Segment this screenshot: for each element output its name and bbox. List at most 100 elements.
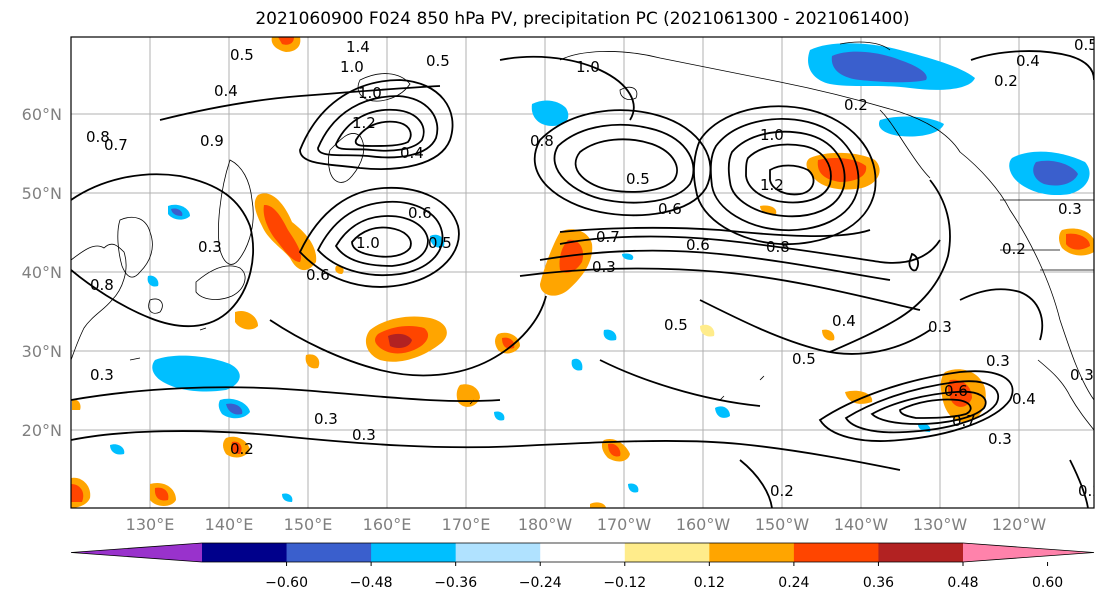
contour-label: 0.3 (1070, 366, 1094, 384)
contour-label: 0.4 (1016, 52, 1040, 70)
lat-label: 20°N (22, 421, 62, 440)
map-title: 2021060900 F024 850 hPa PV, precipitatio… (255, 9, 910, 29)
contour-label: 0.2 (230, 440, 254, 458)
longitude-labels: 130°E 140°E 150°E 160°E 170°E 180°W 170°… (126, 515, 1047, 534)
contour-label: 0.2 (1078, 482, 1102, 500)
lon-label: 130°W (913, 515, 968, 534)
colorbar-tick-label: −0.36 (434, 575, 477, 591)
contour-label: 0.7 (952, 412, 976, 430)
colorbar-swatch (286, 543, 372, 562)
contour-label: 0.3 (198, 238, 222, 256)
contour-label: 0.3 (988, 430, 1012, 448)
contour-label: 0.3 (592, 258, 616, 276)
contour-label: 0.5 (428, 234, 452, 252)
contour-label: 0.2 (1002, 240, 1026, 258)
lon-label: 170°W (597, 515, 652, 534)
colorbar-tick-label: −0.48 (350, 575, 393, 591)
contour-label: 0.3 (928, 318, 952, 336)
lon-label: 150°W (755, 515, 810, 534)
contour-label: 0.5 (230, 46, 254, 64)
colorbar-swatch (202, 543, 288, 562)
colorbar-swatch (371, 543, 457, 562)
contour-label: 0.6 (306, 266, 330, 284)
contour-label: 0.4 (832, 312, 856, 330)
contour-label: 0.8 (766, 238, 790, 256)
colorbar-swatch (793, 543, 879, 562)
pv-contours (71, 50, 1094, 508)
contour-label: 1.2 (760, 176, 784, 194)
colorbar-swatch (71, 543, 202, 562)
map-frame (70, 36, 1095, 509)
contour-label: 1.0 (576, 58, 600, 76)
precip-negative-patches (110, 43, 1090, 502)
contour-label: 1.0 (358, 84, 382, 102)
contour-label: 0.8 (530, 132, 554, 150)
contour-label: 0.3 (314, 410, 338, 428)
colorbar-swatch (455, 543, 541, 562)
contour-label: 0.5 (426, 52, 450, 70)
precip-positive-patches (71, 37, 1094, 508)
contour-label: 0.4 (1012, 390, 1036, 408)
contour-label: 0.3 (986, 352, 1010, 370)
lon-label: 140°E (205, 515, 254, 534)
coastlines (71, 41, 1094, 431)
colorbar-tick-label: 0.60 (1032, 575, 1063, 591)
contour-label: 0.8 (90, 276, 114, 294)
contour-label: 0.8 (86, 128, 110, 146)
colorbar-tick-label: 0.24 (778, 575, 809, 591)
contour-label: 0.4 (214, 82, 238, 100)
contour-label: 1.0 (760, 126, 784, 144)
contour-label: 1.4 (346, 38, 370, 56)
contour-label: 0.4 (400, 144, 424, 162)
colorbar-tick-label: 0.36 (863, 575, 894, 591)
contour-label: 0.3 (90, 366, 114, 384)
colorbar-outline (70, 542, 1095, 563)
lat-label: 50°N (22, 184, 62, 203)
lat-label: 30°N (22, 342, 62, 361)
lat-label: 40°N (22, 263, 62, 282)
contour-label: 0.9 (200, 132, 224, 150)
contour-label: 0.2 (770, 482, 794, 500)
contour-label: 0.6 (686, 236, 710, 254)
lon-label: 180°W (518, 515, 573, 534)
contour-label: 0.5 (792, 350, 816, 368)
colorbar-tick-label: −0.24 (519, 575, 562, 591)
latitude-labels: 60°N 50°N 40°N 30°N 20°N (22, 105, 62, 440)
contour-label: 0.5 (1074, 36, 1098, 54)
contour-label: 0.6 (408, 204, 432, 222)
colorbar-tick-label: −0.12 (603, 575, 646, 591)
contour-label: 0.6 (944, 382, 968, 400)
lon-label: 150°E (284, 515, 333, 534)
contour-label: 0.5 (626, 170, 650, 188)
lon-label: 120°W (992, 515, 1047, 534)
lon-label: 160°E (363, 515, 412, 534)
lat-label: 60°N (22, 105, 62, 124)
colorbar-swatch (709, 543, 795, 562)
contour-labels: 1.4 1.0 1.0 0.5 0.5 0.4 0.4 0.6 1.2 1.0 … (86, 36, 1102, 500)
colorbar: −0.60 −0.48 −0.36 −0.24 −0.12 0.12 0.24 0.36 0.4… (70, 542, 1095, 591)
lon-label: 140°W (834, 515, 889, 534)
gridlines (71, 37, 1094, 508)
lon-label: 170°E (442, 515, 491, 534)
contour-label: 0.6 (658, 200, 682, 218)
colorbar-swatch (878, 543, 964, 562)
contour-label: 0.3 (1058, 200, 1082, 218)
contour-label: 0.2 (994, 72, 1018, 90)
contour-label: 0.2 (844, 96, 868, 114)
lon-label: 160°W (676, 515, 731, 534)
contour-label: 1.0 (356, 234, 380, 252)
colorbar-swatch (624, 543, 710, 562)
contour-label: 0.5 (664, 316, 688, 334)
colorbar-tick-label: 0.48 (947, 575, 978, 591)
colorbar-swatch (540, 543, 626, 562)
colorbar-swatch (963, 543, 1094, 562)
contour-label: 1.2 (352, 114, 376, 132)
contour-label: 0.7 (596, 228, 620, 246)
colorbar-tick-label: −0.60 (265, 575, 308, 591)
contour-label: 1.0 (340, 58, 364, 76)
contour-label: 0.7 (104, 136, 128, 154)
contour-label: 0.3 (352, 426, 376, 444)
colorbar-tick-label: 0.12 (694, 575, 725, 591)
lon-label: 130°E (126, 515, 175, 534)
